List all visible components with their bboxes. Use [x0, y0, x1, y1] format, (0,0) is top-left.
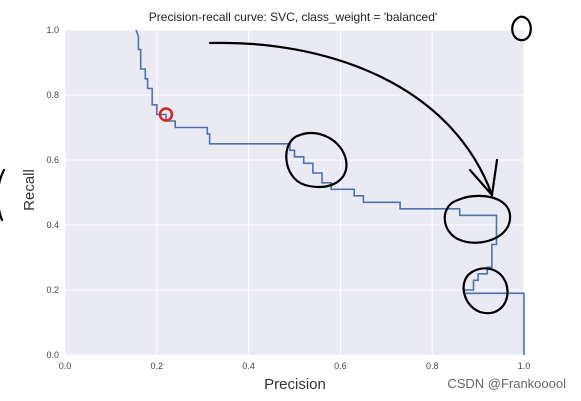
y-axis-label: Recall — [21, 169, 38, 211]
annotation-arrow-head — [468, 158, 499, 198]
x-tick-label-3: 0.6 — [334, 361, 347, 371]
y-tick-label-3: 0.6 — [46, 155, 59, 165]
annotation-circle-top-right — [511, 15, 532, 42]
x-tick-label-4: 0.8 — [426, 361, 439, 371]
annotation-left-edge — [0, 168, 6, 222]
annotation-circle-lower-right — [462, 267, 509, 315]
plot-area — [65, 30, 524, 355]
x-axis-label: Precision — [264, 376, 326, 393]
y-tick-label-4: 0.8 — [46, 90, 59, 100]
x-tick-label-5: 1.0 — [518, 361, 531, 371]
y-tick-label-2: 0.4 — [46, 220, 59, 230]
watermark: CSDN @Frankooool — [447, 376, 566, 391]
y-tick-label-5: 1.0 — [46, 25, 59, 35]
annotation-circle-right — [443, 194, 512, 244]
x-tick-label-1: 0.2 — [151, 361, 164, 371]
chart-title: Precision-recall curve: SVC, class_weigh… — [149, 10, 437, 24]
grid-lines — [64, 29, 525, 356]
handwritten-annotations — [0, 15, 532, 315]
y-tick-label-1: 0.2 — [46, 285, 59, 295]
x-tick-label-0: 0.0 — [59, 361, 72, 371]
x-tick-label-2: 0.4 — [242, 361, 255, 371]
annotation-curved-arrow — [208, 41, 494, 197]
tick-labels: 0.0 0.2 0.4 0.6 0.8 1.0 0.0 0.2 0.4 0.6 0.8 1.0 — [46, 25, 530, 371]
annotation-circle-middle — [285, 131, 348, 189]
y-tick-label-0: 0.0 — [46, 350, 59, 360]
threshold-marker — [158, 107, 174, 122]
precision-recall-line — [135, 29, 525, 355]
